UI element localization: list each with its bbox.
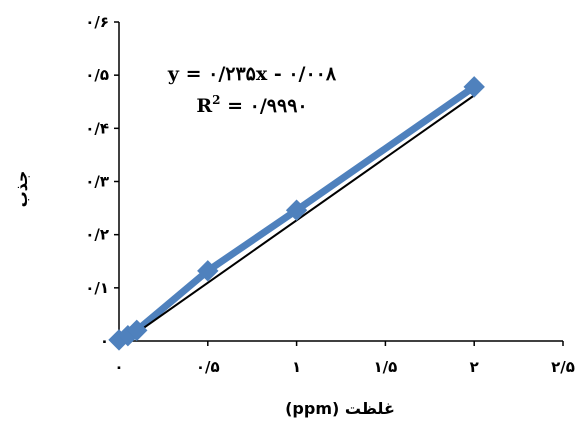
y-tick-label: ۰/۱ xyxy=(85,279,109,297)
y-tick-label: ۰/۵ xyxy=(85,66,109,84)
y-tick-label: ۰/۶ xyxy=(85,13,109,31)
r-squared-prefix: R xyxy=(196,95,212,117)
equation-label: y = ۰/۲۳۵x - ۰/۰۰۸ xyxy=(167,63,337,85)
r-squared-label: R2 = ۰/۹۹۹۰ xyxy=(196,93,307,117)
y-tick-label: ۰ xyxy=(100,332,109,350)
y-tick-label: ۰/۳ xyxy=(85,173,109,191)
data-point xyxy=(285,199,308,221)
x-tick-label: ۰/۵ xyxy=(196,358,220,376)
x-axis-title: غلظت (ppm) xyxy=(285,399,395,418)
x-tick-label: ۰ xyxy=(114,358,123,376)
y-axis-ticks: ۰ ۰/۱ ۰/۲ ۰/۳ ۰/۴ ۰/۵ ۰/۶ xyxy=(85,13,119,350)
x-tick-label: ۲/۵ xyxy=(551,358,575,376)
data-point xyxy=(197,260,219,282)
r-squared-value: = ۰/۹۹۹۰ xyxy=(221,95,308,117)
data-point xyxy=(126,319,148,342)
y-tick-label: ۰/۴ xyxy=(85,119,109,137)
marker-layer xyxy=(108,76,485,351)
x-tick-label: ۱ xyxy=(292,358,301,376)
x-tick-label: ۲ xyxy=(470,358,479,376)
y-axis-title: جذب xyxy=(12,171,31,208)
r-squared-superscript: 2 xyxy=(212,93,220,107)
y-tick-label: ۰/۲ xyxy=(85,226,109,244)
data-point xyxy=(463,76,485,98)
x-tick-label: ۱/۵ xyxy=(374,358,398,376)
x-axis-ticks: ۰ ۰/۵ ۱ ۱/۵ ۲ ۲/۵ xyxy=(114,341,575,376)
